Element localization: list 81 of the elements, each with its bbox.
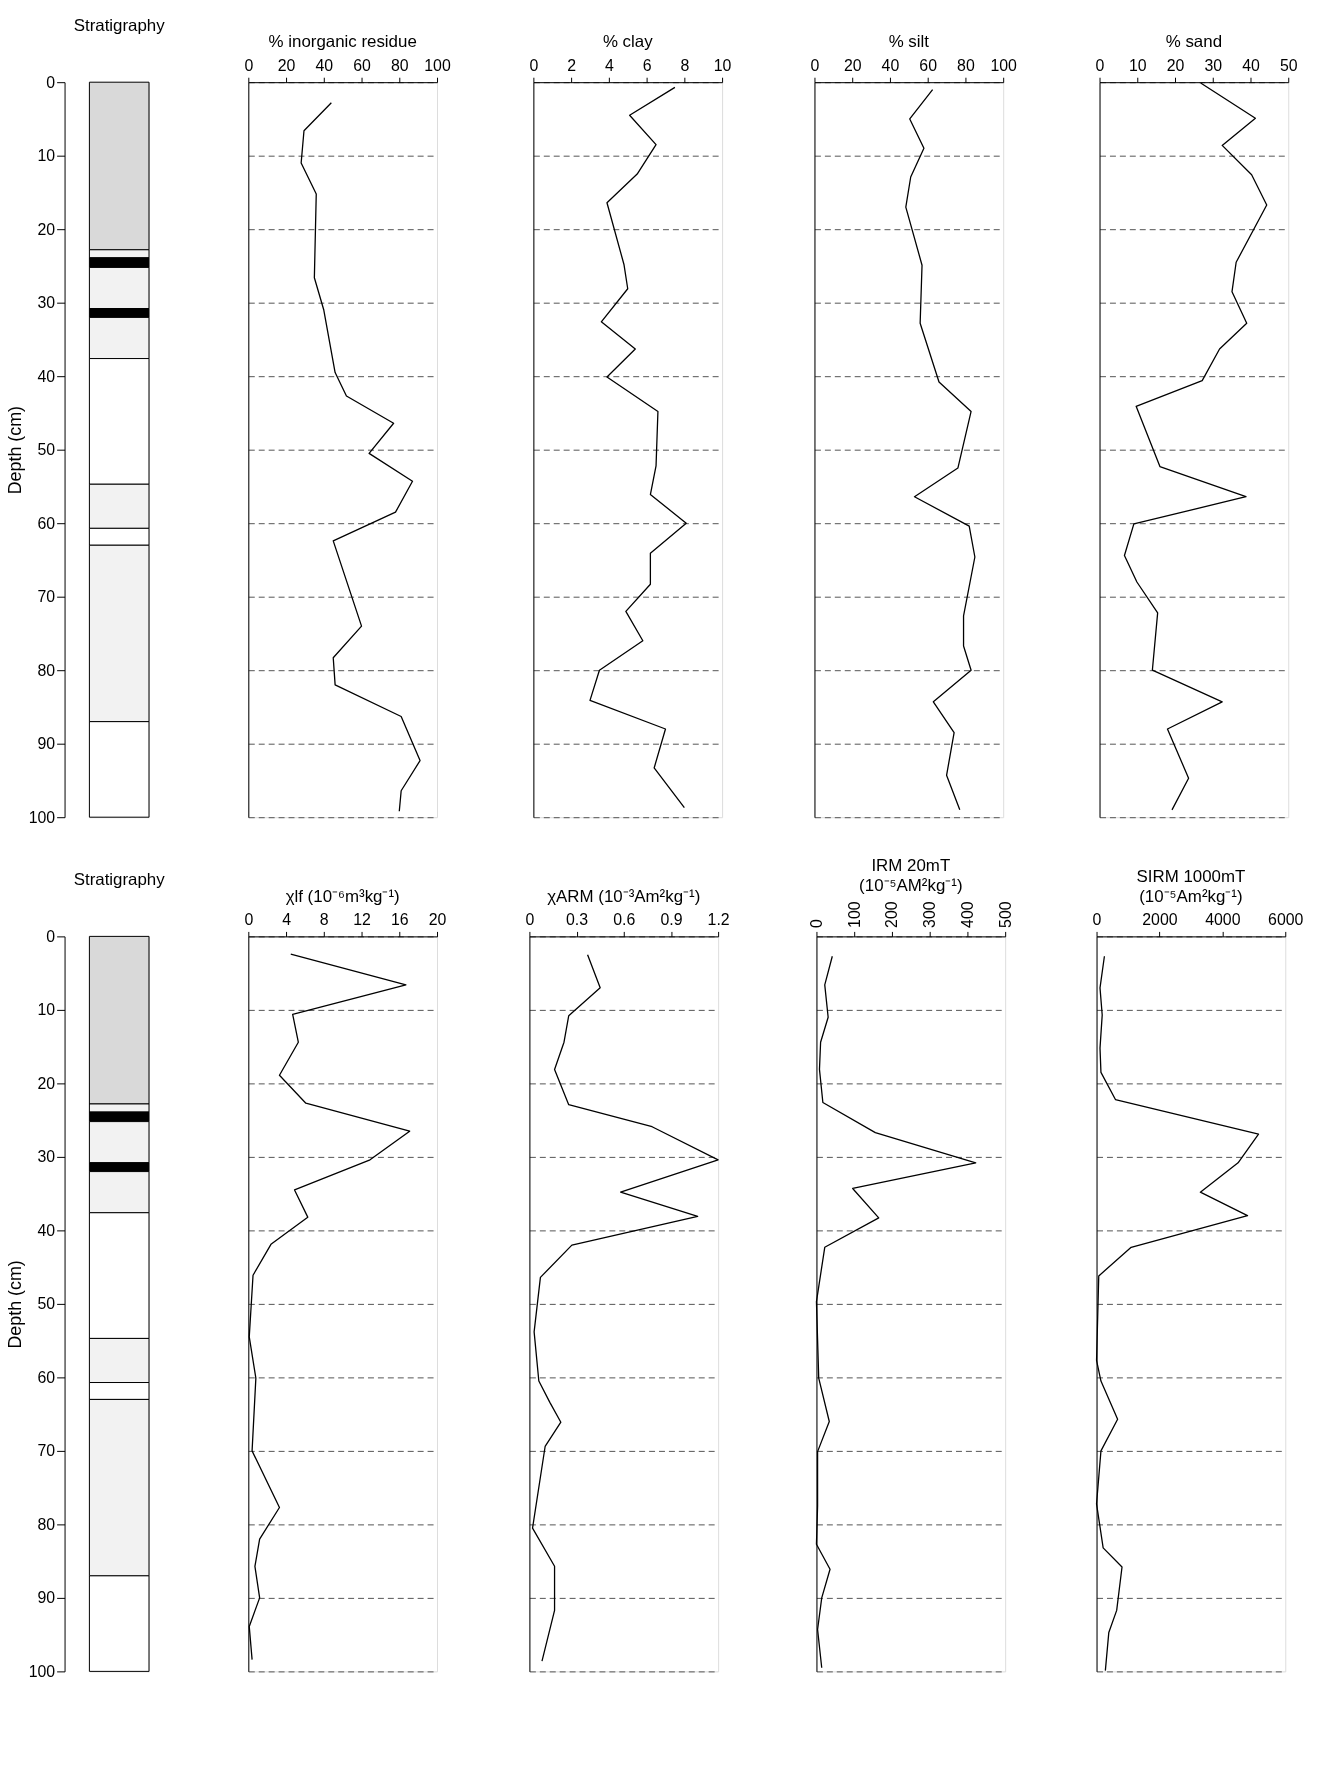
x-tick-label: 8	[319, 910, 329, 928]
x-tick-label: 30	[1204, 56, 1223, 74]
y-tick-label: 70	[37, 1442, 56, 1460]
chart-subtitle: (10⁻⁵AM²kg⁻¹)	[859, 876, 963, 895]
x-tick-label: 20	[843, 56, 862, 74]
y-tick-label: 80	[37, 661, 56, 679]
x-tick-label: 12	[353, 910, 372, 928]
y-tick-label: 70	[37, 588, 56, 606]
x-tick-label: 0.6	[613, 910, 636, 928]
x-tick-label: 80	[390, 56, 409, 74]
x-tick-label: 0	[810, 56, 820, 74]
x-tick-label: 40	[881, 56, 900, 74]
chart-title: % silt	[888, 32, 930, 52]
x-tick-label: 40	[315, 56, 334, 74]
y-tick-label: 90	[37, 735, 56, 753]
y-tick-label: 30	[37, 294, 56, 312]
x-tick-label: 20	[277, 56, 296, 74]
x-tick-label: 0	[525, 910, 535, 928]
y-axis-title: Depth (cm)	[4, 406, 25, 495]
x-tick-label: 16	[390, 910, 409, 928]
y-tick-label: 20	[37, 1074, 56, 1092]
chart-title: % clay	[602, 32, 654, 52]
y-tick-label: 60	[37, 514, 56, 532]
x-tick-label: 50	[1279, 56, 1298, 74]
chart-title: SIRM 1000mT	[1136, 866, 1246, 886]
x-tick-label: 400	[958, 901, 976, 928]
x-tick-label: 4	[282, 910, 292, 928]
y-tick-label: 50	[37, 441, 56, 459]
x-tick-label: 4000	[1205, 910, 1241, 928]
x-tick-label: 0	[244, 56, 254, 74]
x-tick-label: 0	[1092, 910, 1102, 928]
x-tick-label: 0	[1095, 56, 1105, 74]
x-tick-label: 60	[919, 56, 938, 74]
x-tick-label: 0	[807, 918, 825, 928]
x-tick-label: 100	[424, 56, 451, 74]
y-tick-label: 40	[37, 367, 56, 385]
x-tick-label: 500	[996, 901, 1014, 928]
chart-title: Stratigraphy	[73, 869, 166, 889]
chart-title: IRM 20mT	[871, 856, 951, 876]
x-tick-label: 2	[567, 56, 577, 74]
x-tick-label: 20	[428, 910, 447, 928]
x-tick-label: 0.9	[660, 910, 683, 928]
y-tick-label: 90	[37, 1589, 56, 1607]
x-tick-label: 4	[604, 56, 614, 74]
x-tick-label: 0	[244, 910, 254, 928]
chart-subtitle: (10⁻⁵Am²kg⁻¹)	[1139, 886, 1243, 906]
y-tick-label: 0	[46, 73, 56, 91]
chart-title: % sand	[1165, 32, 1223, 52]
chart-title: χARM (10⁻³Am²kg⁻¹)	[547, 886, 701, 906]
x-tick-label: 0.3	[566, 910, 589, 928]
y-axis-title: Depth (cm)	[4, 1260, 25, 1349]
x-tick-label: 20	[1166, 56, 1185, 74]
x-tick-label: 60	[353, 56, 372, 74]
y-tick-label: 80	[37, 1515, 56, 1533]
x-tick-label: 80	[957, 56, 975, 74]
x-tick-label: 300	[921, 901, 939, 928]
y-tick-label: 30	[37, 1148, 56, 1166]
x-tick-label: 1.2	[707, 910, 730, 928]
x-tick-label: 8	[680, 56, 690, 74]
x-tick-label: 10	[1128, 56, 1147, 74]
x-tick-label: 200	[883, 901, 901, 928]
y-tick-label: 60	[37, 1368, 56, 1386]
x-tick-label: 100	[990, 56, 1018, 74]
y-tick-label: 100	[28, 1662, 56, 1680]
y-tick-label: 10	[37, 147, 56, 165]
x-tick-label: 10	[713, 56, 732, 74]
x-tick-label: 0	[529, 56, 539, 74]
chart-title: % inorganic residue	[268, 32, 417, 52]
x-tick-label: 2000	[1142, 910, 1178, 928]
x-tick-label: 6	[642, 56, 652, 74]
y-tick-label: 0	[46, 927, 56, 945]
x-tick-label: 100	[845, 901, 863, 928]
chart-title: Stratigraphy	[73, 15, 166, 35]
y-tick-label: 10	[37, 1001, 56, 1019]
y-tick-label: 20	[37, 220, 56, 238]
y-tick-label: 50	[37, 1295, 56, 1313]
y-tick-label: 100	[28, 808, 56, 826]
x-tick-label: 40	[1242, 56, 1260, 74]
chart-title: χlf (10⁻⁶m³kg⁻¹)	[285, 886, 400, 906]
x-tick-label: 6000	[1268, 910, 1304, 928]
y-tick-label: 40	[37, 1221, 56, 1239]
